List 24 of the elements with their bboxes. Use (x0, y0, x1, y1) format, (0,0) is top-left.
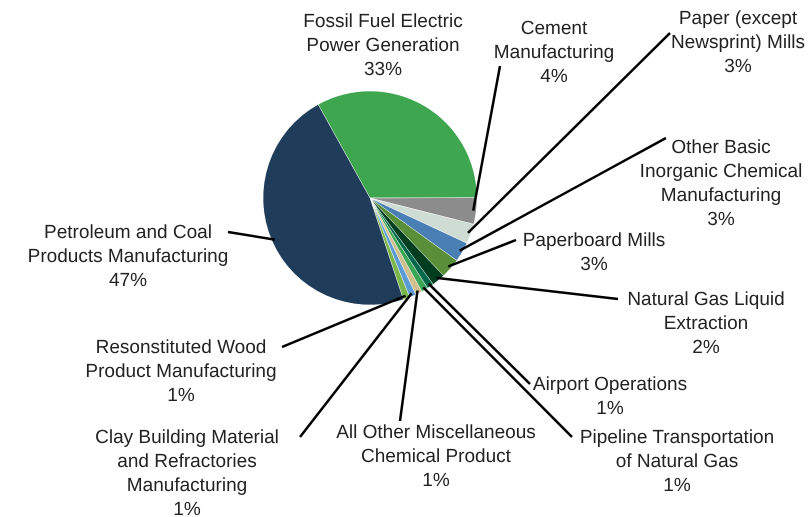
slice-label: Cement Manufacturing (494, 18, 614, 63)
data-label: 2% (692, 337, 720, 358)
data-label: 3% (724, 56, 752, 77)
data-label: 33% (364, 59, 402, 80)
slice-label: Resonstituted Wood Product Manufacturing (85, 337, 277, 382)
slice-label: Petroleum and Coal Products Manufacturing (28, 222, 228, 267)
data-label: 3% (707, 209, 735, 230)
data-label: 1% (173, 499, 201, 517)
slice-label: Airport Operations (532, 374, 688, 395)
slice-label: Paper (except Newsprint) Mills (670, 8, 806, 53)
slice-label: Other Basic Inorganic Chemical Manufacturing (640, 137, 802, 206)
data-label: 1% (663, 475, 691, 496)
slice-label: Pipeline Transportation of Natural Gas (580, 427, 774, 472)
data-label: 1% (167, 385, 195, 406)
data-label: 47% (108, 270, 148, 291)
slice-label: Clay Building Material and Refractories Manufacturing (95, 427, 279, 496)
slice-label: Natural Gas Liquid Extraction (627, 289, 785, 334)
slice-label: Fossil Fuel Electric Power Generation (303, 11, 463, 56)
data-label: 3% (580, 254, 608, 275)
data-label: 1% (422, 470, 450, 491)
data-label: 4% (540, 66, 568, 87)
slice-label: Paperboard Mills (522, 230, 666, 251)
slice-label: All Other Miscellaneous Chemical Product (336, 422, 536, 467)
data-label: 1% (596, 398, 624, 419)
